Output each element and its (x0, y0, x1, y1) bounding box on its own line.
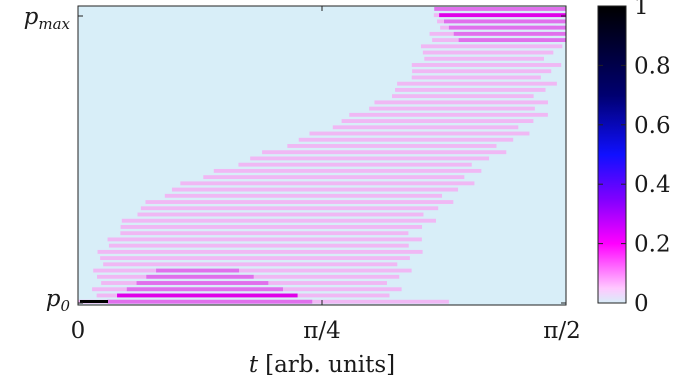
heatmap-row-core (156, 268, 240, 273)
heatmap-row (100, 256, 410, 261)
heatmap-row-core (439, 13, 566, 18)
y-tick-label-pmax: pmax (24, 4, 71, 33)
axis-ticks (77, 6, 567, 305)
heatmap-row (97, 249, 423, 254)
heatmap-row (391, 94, 534, 99)
heatmap-row (121, 218, 437, 223)
colorbar (597, 5, 627, 304)
heatmap-row (93, 268, 412, 273)
heatmap-row-core (434, 7, 566, 11)
heatmap-row (145, 200, 454, 204)
heatmap-row (298, 137, 514, 142)
heatmap-row (411, 63, 562, 67)
x-tick-label: 0 (71, 318, 86, 344)
heatmap-row (120, 231, 409, 236)
heatmap-row (213, 168, 482, 173)
heatmap-row (422, 50, 554, 55)
heatmap-row-core (126, 287, 283, 292)
heatmap-row (411, 75, 541, 80)
heatmap-row (180, 181, 475, 186)
heatmap-row (137, 212, 424, 217)
colorbar-tick-label: 1 (634, 0, 649, 20)
heatmap-row (108, 243, 409, 248)
heatmap-row (287, 144, 497, 148)
heatmap-row (203, 175, 465, 180)
heatmap-row-core (146, 274, 254, 279)
heatmap-row (164, 193, 443, 198)
heatmap-row-core (117, 293, 298, 298)
x-axis-label: t [arb. units] (249, 352, 395, 378)
heatmap-row (349, 112, 548, 117)
heatmap-row (238, 162, 472, 167)
heatmap-row (309, 131, 530, 136)
colorbar-tick-label: 0.4 (634, 172, 671, 198)
heatmap-row (424, 56, 545, 61)
x-tick-label: π/4 (303, 318, 341, 344)
colorbar-tick-label: 0.2 (634, 232, 671, 258)
heatmap-peak (80, 300, 108, 303)
heatmap-row (262, 150, 507, 155)
heatmap-row (120, 225, 423, 229)
heatmap-row-core (136, 281, 269, 285)
heatmap-row (171, 187, 459, 192)
y-tick-label-p0: p0 (46, 286, 71, 315)
heatmap-row (420, 44, 563, 49)
heatmap-row (103, 262, 398, 267)
heatmap-row (397, 81, 557, 86)
colorbar-ticks: 0 0.2 0.4 0.6 0.8 1 (598, 0, 671, 317)
heatmap-row (140, 206, 439, 211)
heatmap-row (374, 100, 548, 105)
heatmap-row (107, 237, 422, 242)
heatmap-row (412, 69, 552, 74)
x-tick-label: π/2 (543, 318, 581, 344)
heatmap-row-core (444, 19, 566, 24)
heatmap-row (395, 87, 546, 92)
heatmap-rows (78, 7, 566, 304)
heatmap-row (250, 156, 490, 161)
heatmap-row (341, 119, 534, 123)
colorbar-tick-label: 0 (634, 291, 649, 317)
colorbar-tick-label: 0.8 (634, 53, 671, 79)
heatmap-row (332, 125, 519, 130)
heatmap-row-core (458, 38, 566, 43)
heatmap-row-core (107, 299, 313, 304)
colorbar-tick-label: 0.6 (634, 113, 671, 139)
heatmap-row-core (453, 31, 566, 36)
heatmap-row (369, 106, 535, 111)
plot-area (78, 6, 566, 305)
heatmap-row-core (448, 25, 566, 30)
